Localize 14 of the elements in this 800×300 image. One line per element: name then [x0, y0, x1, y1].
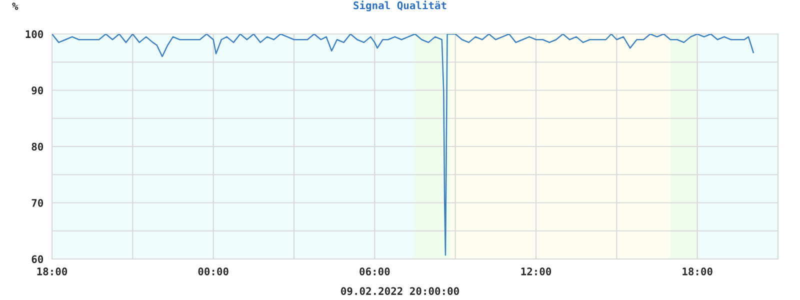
x-tick-label: 18:00 — [682, 268, 712, 276]
y-tick-label: 60 — [32, 255, 44, 264]
y-tick-label: 80 — [32, 142, 44, 151]
y-tick-label: 100 — [26, 30, 44, 38]
text: 09.02.2022 20:00:00 — [341, 287, 459, 296]
y-tick-label: 70 — [32, 198, 44, 207]
x-tick-label: 12:00 — [521, 268, 552, 276]
y-tick-label: 90 — [32, 86, 44, 94]
line-series — [52, 34, 754, 256]
x-tick-label: 06:00 — [360, 268, 390, 276]
x-tick-label: 18:00 — [37, 268, 68, 276]
x-tick-label: 00:00 — [198, 268, 228, 276]
chart-title: Signal Qualität — [354, 0, 446, 12]
y-axis-title: % — [12, 2, 18, 10]
